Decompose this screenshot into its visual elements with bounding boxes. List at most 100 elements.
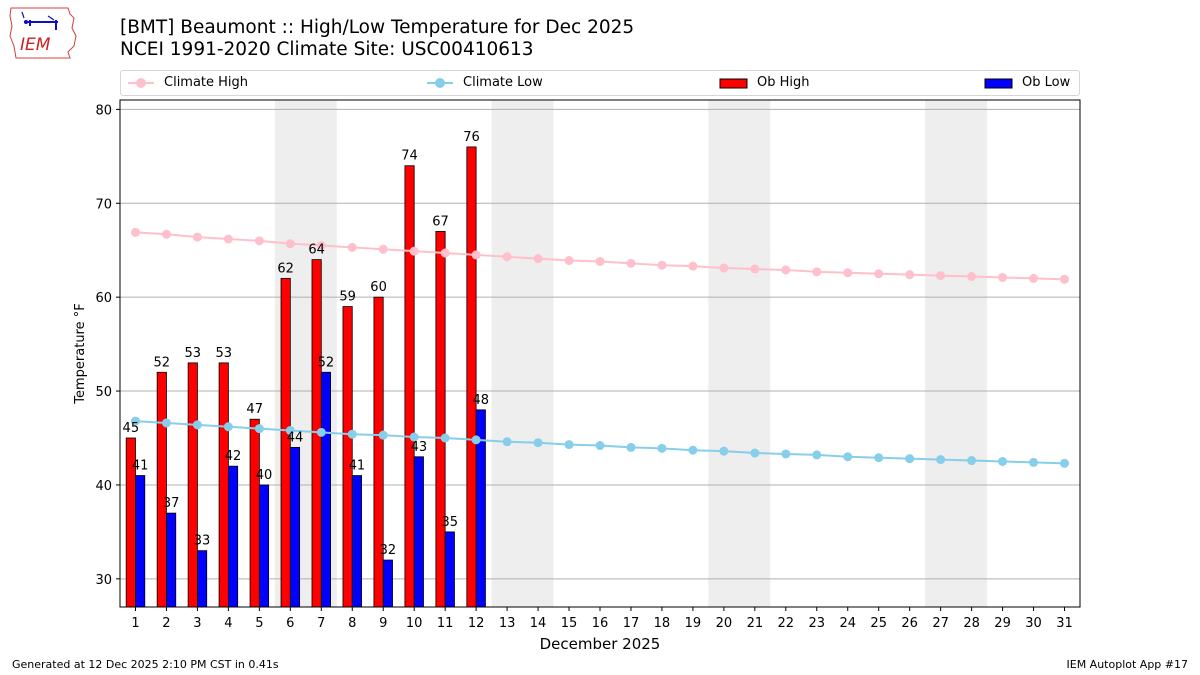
ob-low-bar bbox=[413, 456, 424, 608]
climate-low-point bbox=[285, 425, 295, 435]
ob-low-bar bbox=[197, 550, 208, 608]
climate-low-point bbox=[347, 429, 357, 439]
ob-low-label: 43 bbox=[411, 440, 428, 455]
climate-high-point bbox=[998, 272, 1008, 282]
x-tick-label: 12 bbox=[468, 616, 485, 631]
ob-low-label: 41 bbox=[132, 459, 149, 474]
footer-app: IEM Autoplot App #17 bbox=[1066, 658, 1189, 671]
ob-low-label: 44 bbox=[287, 430, 304, 445]
x-tick-label: 8 bbox=[348, 616, 356, 631]
ob-high-label: 60 bbox=[370, 280, 387, 295]
x-tick-label: 19 bbox=[685, 616, 702, 631]
climate-high-point bbox=[688, 261, 698, 271]
y-tick-label: 40 bbox=[95, 479, 112, 494]
ob-high-label: 76 bbox=[463, 130, 480, 145]
climate-high-point bbox=[719, 263, 729, 273]
x-tick-label: 27 bbox=[932, 616, 949, 631]
climate-low-point bbox=[471, 435, 481, 445]
ob-low-label: 42 bbox=[225, 449, 242, 464]
ob-high-label: 45 bbox=[123, 421, 140, 436]
legend-label: Climate Low bbox=[463, 75, 543, 90]
climate-low-point bbox=[409, 432, 419, 442]
ob-low-label: 48 bbox=[473, 393, 490, 408]
climate-high-point bbox=[130, 227, 140, 237]
climate-high-point bbox=[316, 241, 326, 251]
climate-low-point bbox=[843, 452, 853, 462]
climate-low-point bbox=[440, 433, 450, 443]
legend-label: Ob High bbox=[757, 75, 810, 90]
y-tick-label: 30 bbox=[95, 573, 112, 588]
ob-high-label: 52 bbox=[154, 355, 171, 370]
y-tick-label: 70 bbox=[95, 197, 112, 212]
ob-high-bar bbox=[187, 362, 198, 608]
ob-low-label: 32 bbox=[380, 543, 397, 558]
chart-title: [BMT] Beaumont :: High/Low Temperature f… bbox=[120, 17, 634, 61]
climate-high-point bbox=[812, 267, 822, 277]
climate-low-point bbox=[1060, 458, 1070, 468]
x-tick-label: 14 bbox=[530, 616, 547, 631]
x-tick-label: 22 bbox=[778, 616, 795, 631]
ob-low-bar bbox=[351, 475, 362, 608]
iem-logo: IEM bbox=[8, 6, 80, 60]
climate-high-point bbox=[905, 270, 915, 280]
climate-high-point bbox=[285, 239, 295, 249]
x-tick-label: 29 bbox=[994, 616, 1011, 631]
climate-high-point bbox=[843, 268, 853, 278]
climate-high-point bbox=[192, 232, 202, 242]
x-tick-label: 5 bbox=[255, 616, 263, 631]
climate-high-point bbox=[347, 242, 357, 252]
weekend-shade bbox=[491, 100, 554, 607]
x-tick-label: 4 bbox=[224, 616, 232, 631]
climate-high-point bbox=[223, 234, 233, 244]
climate-low-point bbox=[874, 453, 884, 463]
ob-high-label: 64 bbox=[308, 243, 325, 258]
ob-low-label: 52 bbox=[318, 355, 335, 370]
ob-high-bar bbox=[435, 231, 446, 608]
footer-generated: Generated at 12 Dec 2025 2:10 PM CST in … bbox=[12, 658, 279, 671]
x-tick-label: 26 bbox=[901, 616, 918, 631]
x-tick-label: 23 bbox=[809, 616, 826, 631]
climate-low-point bbox=[812, 450, 822, 460]
x-tick-label: 21 bbox=[747, 616, 764, 631]
x-tick-label: 20 bbox=[716, 616, 733, 631]
title-line-2: NCEI 1991-2020 Climate Site: USC00410613 bbox=[120, 39, 534, 60]
ob-low-bar bbox=[166, 512, 177, 608]
ob-high-bar bbox=[404, 165, 415, 608]
ob-low-label: 33 bbox=[194, 534, 211, 549]
x-tick-label: 6 bbox=[286, 616, 294, 631]
ob-high-bar bbox=[342, 306, 353, 608]
weekend-shade bbox=[925, 100, 988, 607]
ob-low-legend-icon bbox=[984, 78, 1013, 89]
ob-high-label: 47 bbox=[246, 402, 263, 417]
climate-high-legend-icon bbox=[128, 78, 154, 88]
climate-high-point bbox=[781, 265, 791, 275]
climate-high-point bbox=[471, 250, 481, 260]
y-tick-label: 80 bbox=[95, 103, 112, 118]
climate-high-point bbox=[502, 252, 512, 262]
climate-low-point bbox=[936, 455, 946, 465]
x-tick-label: 25 bbox=[870, 616, 887, 631]
legend-label: Ob Low bbox=[1022, 75, 1071, 90]
climate-low-point bbox=[905, 454, 915, 464]
climate-high-point bbox=[378, 244, 388, 254]
ob-high-label: 53 bbox=[184, 346, 201, 361]
y-axis-label: Temperature °F bbox=[73, 303, 88, 404]
ob-low-bar bbox=[444, 531, 455, 608]
climate-low-point bbox=[1029, 457, 1039, 467]
ob-high-label: 62 bbox=[277, 261, 294, 276]
climate-low-point bbox=[750, 448, 760, 458]
x-tick-label: 7 bbox=[317, 616, 325, 631]
x-tick-label: 11 bbox=[437, 616, 454, 631]
climate-high-point bbox=[1060, 274, 1070, 284]
x-axis-label: December 2025 bbox=[540, 635, 661, 653]
climate-high-point bbox=[936, 271, 946, 281]
ob-low-bar bbox=[289, 446, 301, 608]
climate-high-point bbox=[595, 256, 605, 266]
climate-low-point bbox=[502, 437, 512, 447]
climate-low-point bbox=[998, 456, 1008, 466]
legend-label: Climate High bbox=[164, 75, 249, 90]
y-tick-label: 50 bbox=[95, 385, 112, 400]
ob-low-bar bbox=[382, 559, 393, 608]
x-tick-label: 15 bbox=[561, 616, 578, 631]
x-tick-label: 28 bbox=[963, 616, 980, 631]
